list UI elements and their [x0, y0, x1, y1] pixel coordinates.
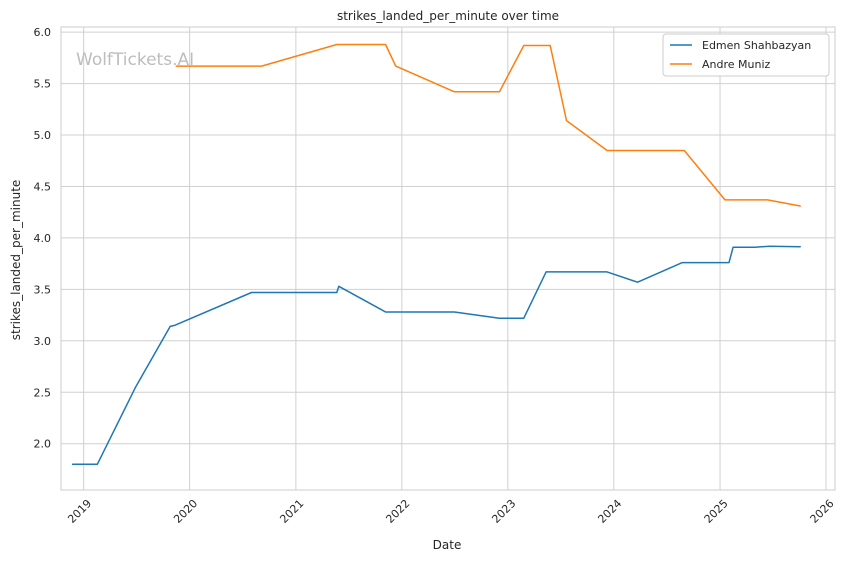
x-tick-label: 2019 — [65, 497, 94, 526]
plot-area — [60, 26, 836, 491]
y-tick-label: 4.0 — [34, 232, 52, 245]
x-tick-label: 2021 — [277, 497, 306, 526]
x-tick-label: 2025 — [702, 497, 731, 526]
series-line-0 — [71, 245, 801, 466]
x-tick-labels: 2019 2020 2021 2022 2023 2024 2025 2026 — [65, 497, 836, 526]
y-tick-label: 3.0 — [34, 335, 52, 348]
series-line-1 — [175, 43, 801, 207]
watermark: WolfTickets.AI — [76, 50, 194, 70]
legend-box — [662, 33, 830, 77]
x-tick-label: 2020 — [171, 497, 200, 526]
y-axis-title: strikes_landed_per_minute — [9, 180, 23, 341]
chart-title: strikes_landed_per_minute over time — [337, 9, 559, 23]
y-tick-labels: 2.0 2.5 3.0 3.5 4.0 4.5 5.0 5.5 6.0 — [34, 26, 52, 451]
legend: Edmen Shahbazyan Andre Muniz — [662, 33, 830, 77]
x-tick-label: 2022 — [383, 497, 412, 526]
x-grid — [83, 27, 827, 490]
y-tick-label: 3.5 — [34, 283, 52, 296]
y-tick-label: 5.0 — [34, 129, 52, 142]
x-axis-title: Date — [433, 538, 462, 552]
y-tick-label: 6.0 — [34, 26, 52, 39]
series-layer — [71, 43, 801, 466]
legend-label-edmen: Edmen Shahbazyan — [702, 39, 811, 52]
y-grid — [61, 31, 835, 445]
x-tick-label: 2026 — [808, 497, 837, 526]
y-tick-label: 2.5 — [34, 386, 52, 399]
x-tick-label: 2023 — [489, 497, 518, 526]
y-tick-label: 5.5 — [34, 78, 52, 91]
y-tick-label: 2.0 — [34, 438, 52, 451]
y-tick-label: 4.5 — [34, 180, 52, 193]
x-tick-label: 2024 — [595, 497, 624, 526]
legend-label-andre: Andre Muniz — [702, 58, 771, 71]
